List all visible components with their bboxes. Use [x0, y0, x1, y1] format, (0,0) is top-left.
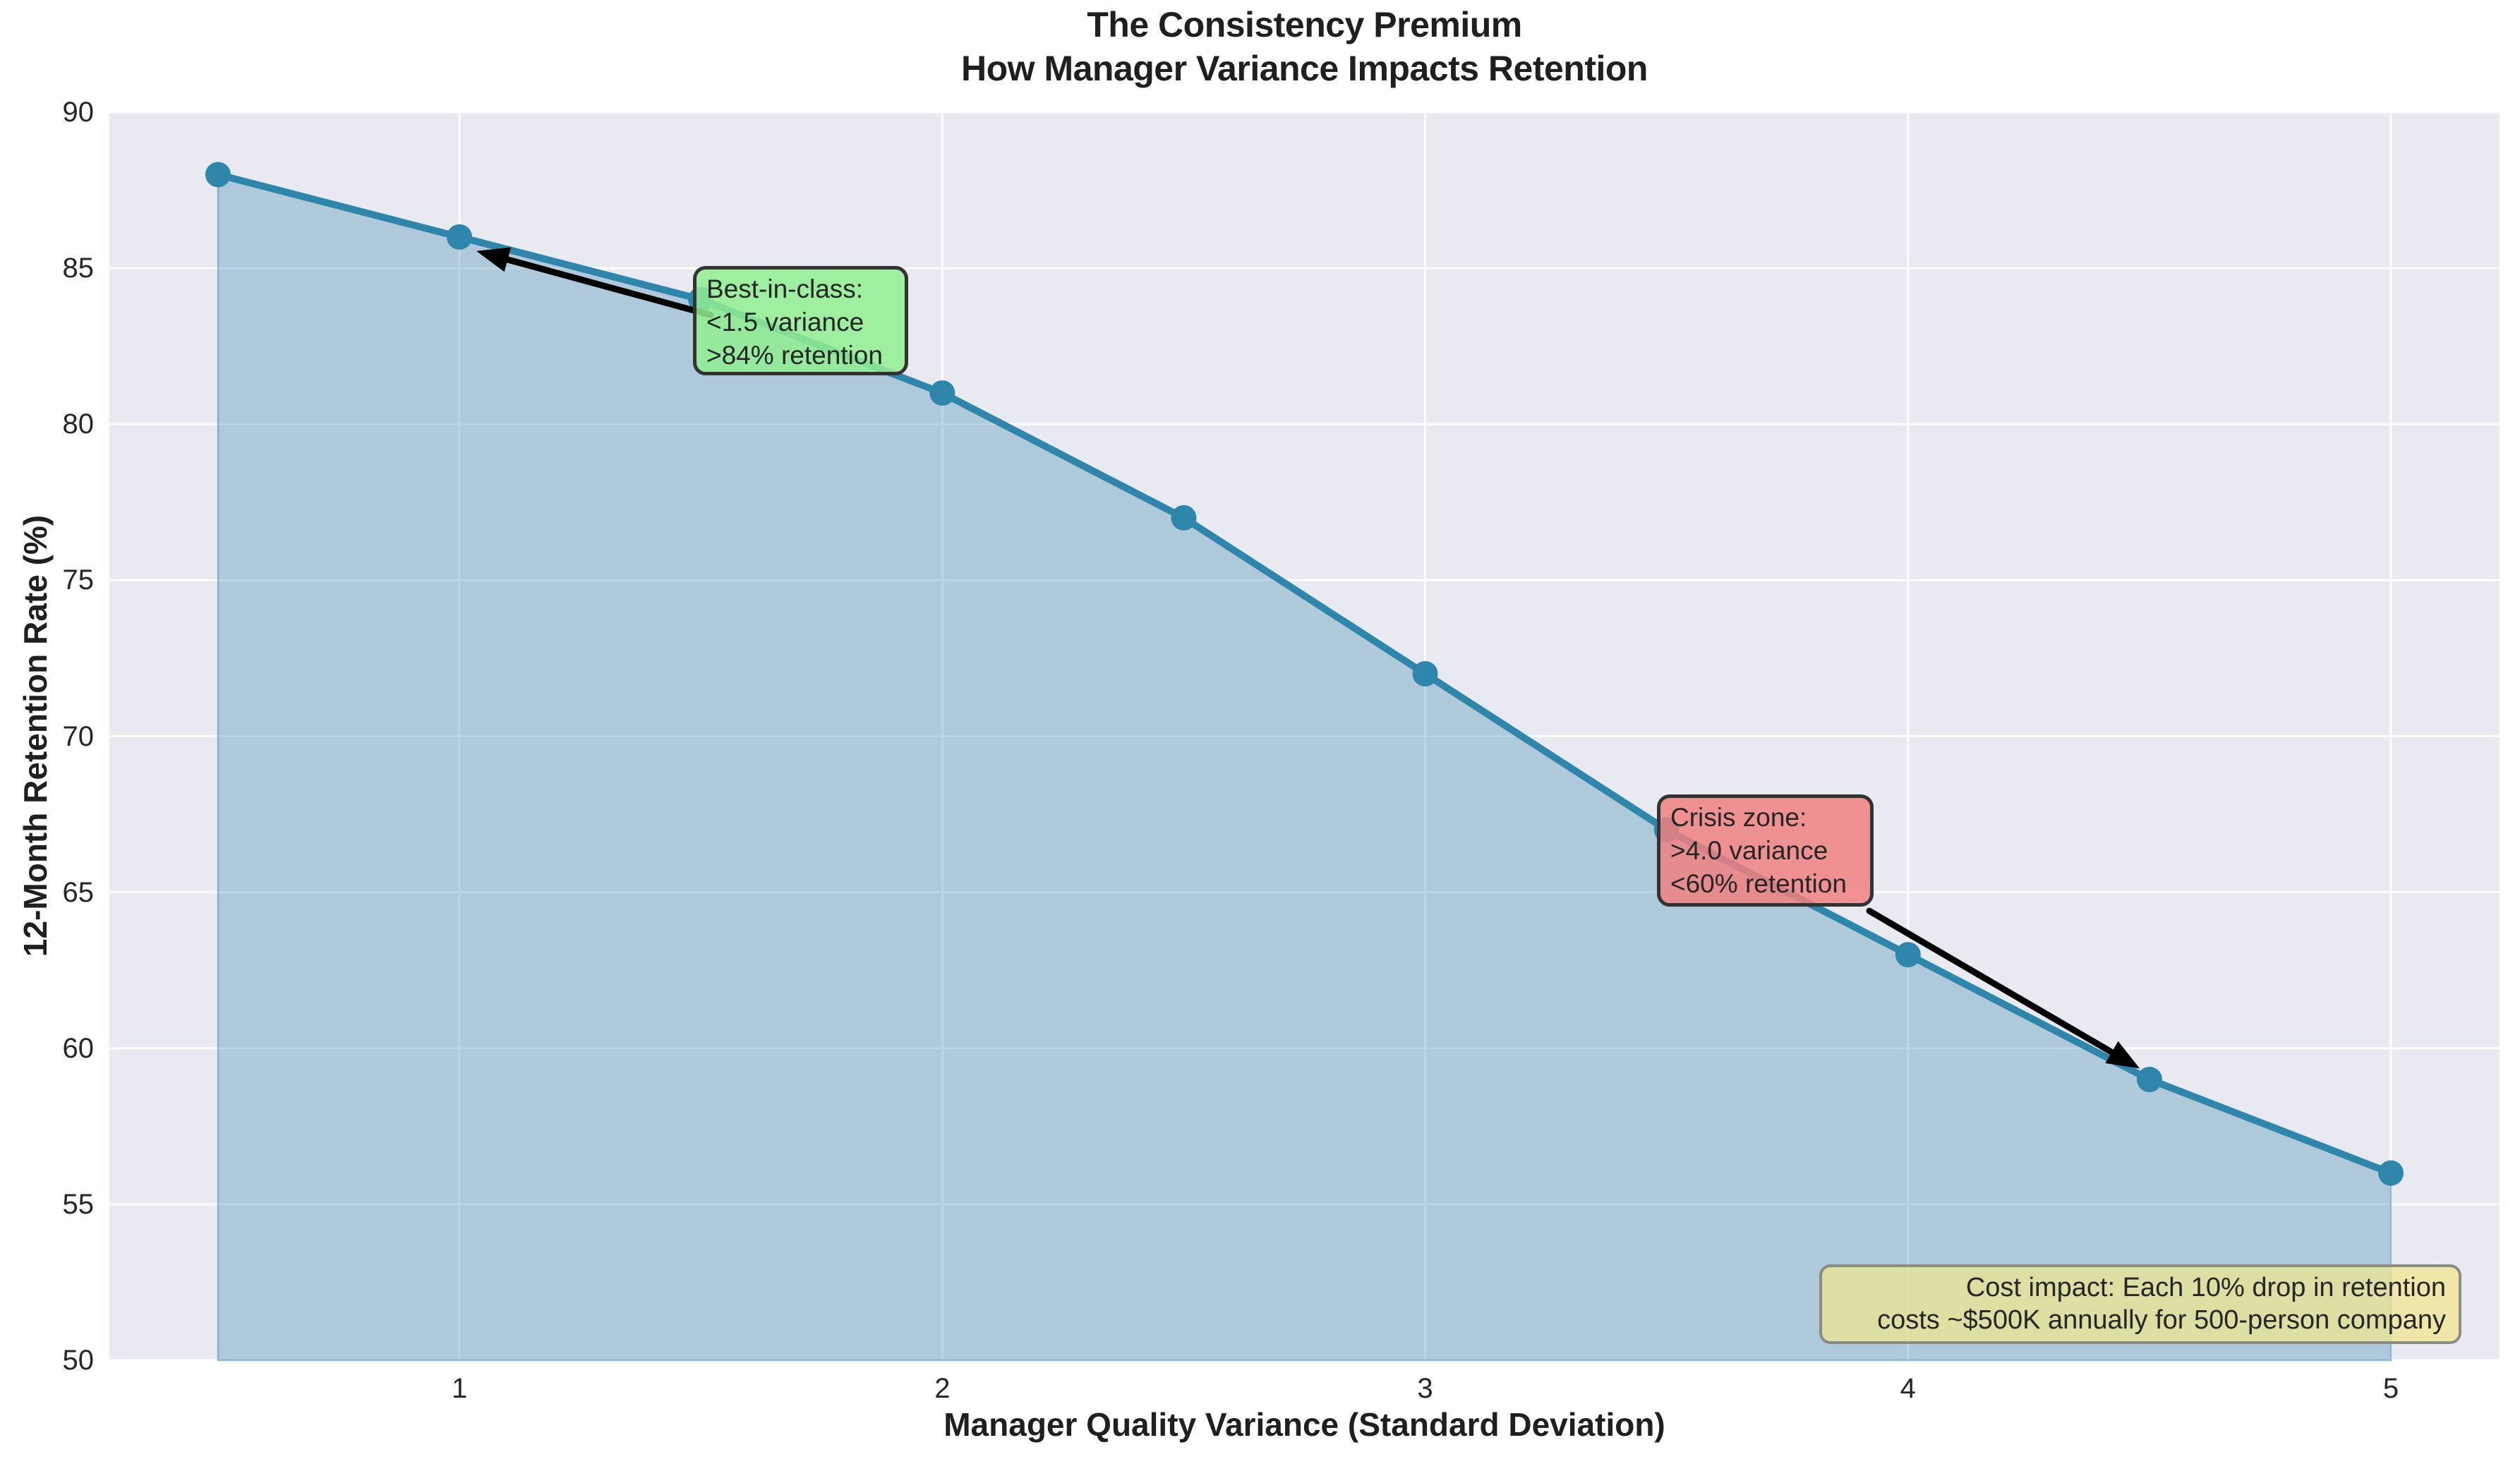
data-point-marker [1171, 504, 1197, 531]
annotation-line: Cost impact: Each 10% drop in retention [1965, 1273, 2446, 1302]
y-tick-label: 80 [62, 409, 95, 440]
data-point-marker [205, 162, 231, 188]
annotation-line: >4.0 variance [1670, 836, 1828, 865]
annotation-line: >84% retention [706, 341, 883, 370]
y-tick-label: 50 [62, 1345, 95, 1376]
annotation-arrowhead [476, 247, 512, 272]
annotation-best-in-class: Best-in-class: <1.5 variance >84% retentio… [693, 266, 908, 375]
chart-title: The Consistency Premium How Manager Vari… [109, 3, 2500, 90]
data-point-marker [1412, 661, 1438, 687]
annotation-line: costs ~$500K annually for 500-person com… [1877, 1305, 2446, 1335]
annotation-crisis-zone: Crisis zone: >4.0 variance <60% retention [1657, 794, 1874, 907]
y-tick-label: 65 [62, 876, 95, 908]
retention-line [214, 171, 2395, 1177]
y-tick-label: 85 [62, 253, 95, 284]
data-point-marker [1895, 942, 1921, 968]
annotation-arrow-shaft [1866, 907, 2118, 1057]
x-tick-label: 1 [451, 1373, 468, 1404]
data-point-marker [929, 380, 955, 406]
y-tick-label: 75 [62, 564, 95, 596]
annotation-cost-impact: Cost impact: Each 10% drop in retention c… [1819, 1264, 2461, 1344]
x-axis-label: Manager Quality Variance (Standard Devia… [944, 1406, 1665, 1443]
chart-title-line2: How Manager Variance Impacts Retention [961, 49, 1648, 88]
y-tick-label: 90 [62, 97, 95, 128]
y-tick-label: 55 [62, 1188, 95, 1220]
y-tick-label: 60 [62, 1032, 95, 1064]
x-tick-label: 3 [1417, 1373, 1433, 1404]
annotation-line: <60% retention [1670, 869, 1847, 898]
annotation-line: Crisis zone: [1670, 803, 1807, 832]
data-point-marker [447, 224, 473, 250]
x-tick-label: 4 [1900, 1373, 1916, 1404]
annotation-line: Best-in-class: [706, 274, 864, 303]
data-point-marker [2136, 1066, 2162, 1092]
data-point-marker [2378, 1160, 2404, 1186]
annotation-arrow-shaft [502, 255, 714, 318]
chart-title-line1: The Consistency Premium [1087, 5, 1522, 44]
y-tick-label: 70 [62, 720, 95, 752]
annotation-line: <1.5 variance [706, 308, 864, 337]
x-tick-label: 5 [2382, 1373, 2399, 1404]
x-tick-label: 2 [934, 1373, 951, 1404]
annotation-arrowhead [2105, 1041, 2140, 1069]
